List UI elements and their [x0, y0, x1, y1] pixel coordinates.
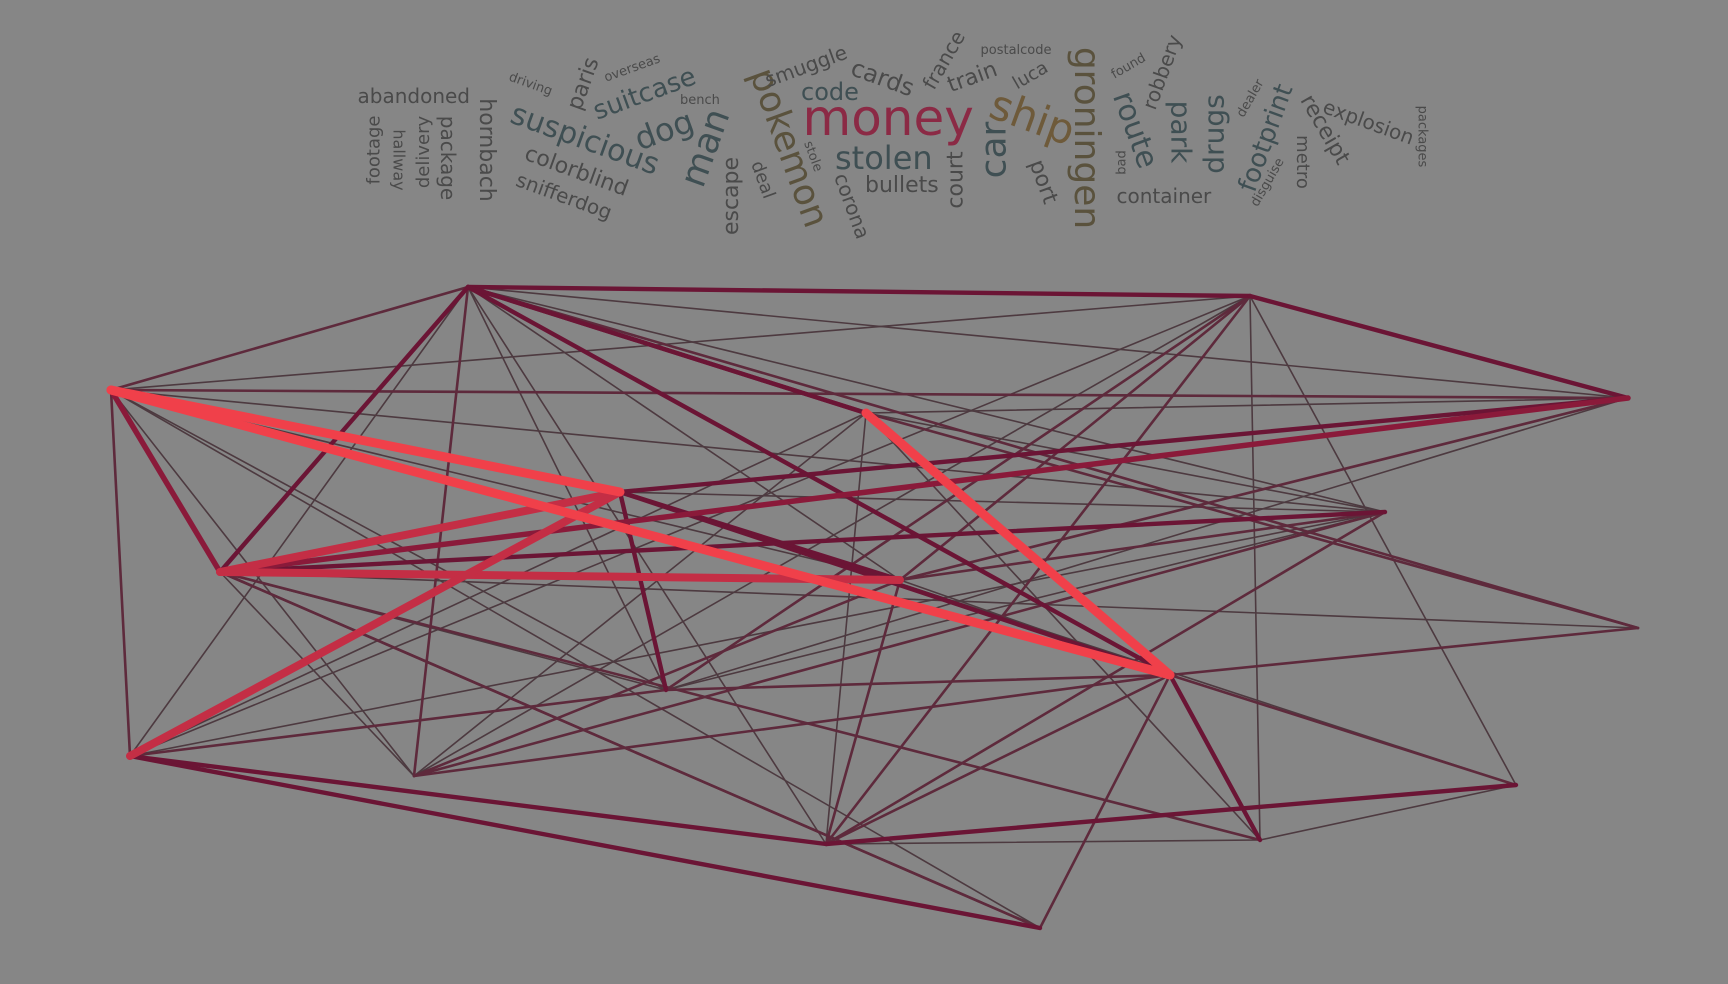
network-edge — [465, 284, 1253, 299]
cloud-word-stolen: stolen — [835, 139, 933, 177]
network-edge — [825, 839, 1261, 845]
network-edge — [412, 510, 1387, 778]
network-edge — [1168, 626, 1640, 677]
network-edge — [217, 509, 1388, 575]
network-edge — [128, 688, 668, 758]
network-edge — [467, 286, 667, 691]
network-edge — [823, 782, 1519, 847]
network-edge — [412, 673, 1172, 778]
network-edge — [1038, 673, 1172, 930]
network-edge — [413, 412, 867, 777]
network-edge — [109, 388, 132, 758]
network-edge — [465, 284, 1173, 678]
network-edge — [110, 389, 1041, 929]
network-edge — [1247, 293, 1631, 401]
network-edge — [127, 753, 829, 847]
network-edge — [412, 578, 902, 778]
cloud-word-money: money — [802, 89, 974, 147]
network-edge — [219, 571, 415, 777]
network-edge — [861, 408, 1175, 680]
cloud-word-abandoned: abandoned — [357, 84, 471, 108]
network-edge — [865, 397, 1629, 414]
network-edge — [126, 488, 624, 760]
network-edge — [1249, 295, 1261, 841]
network-edge — [465, 284, 869, 416]
cloud-word-bullets: bullets — [865, 173, 939, 198]
network-edge — [1249, 295, 1517, 786]
network-edge — [824, 578, 902, 846]
network-edge — [824, 673, 1172, 846]
network-edge — [216, 568, 904, 584]
network-edge — [664, 673, 1172, 692]
network-edge — [1259, 784, 1517, 841]
network-edge — [665, 511, 1386, 691]
network-edge — [217, 395, 1631, 575]
network-edge — [127, 753, 1043, 931]
network-edge — [108, 387, 223, 575]
cloud-word-bench: bench — [680, 92, 720, 108]
network-edge — [217, 284, 471, 575]
network-edge — [106, 385, 1175, 680]
network-edge — [824, 294, 1252, 846]
network-edge — [467, 286, 1386, 513]
network-edge — [824, 510, 1387, 846]
network-edge — [129, 295, 1251, 757]
network-edge — [110, 295, 1251, 391]
network-edge — [467, 286, 901, 581]
network-edge — [617, 395, 1631, 495]
network-edge — [218, 570, 1042, 930]
network-edge — [129, 286, 469, 757]
network-edge — [467, 286, 827, 845]
network-edge — [1168, 673, 1518, 787]
network-edge — [898, 396, 1630, 582]
network-edge — [129, 511, 1386, 757]
cloud-word-container: container — [1116, 184, 1212, 208]
cloud-word-code: code — [801, 78, 859, 106]
network-edge — [106, 385, 625, 497]
word-cloud: money groningen pokemon ship car stolen man sus… — [0, 0, 1728, 260]
network-edge — [129, 412, 867, 757]
cloud-word-postalcode: postalcode — [980, 42, 1052, 58]
network-edge — [619, 491, 1386, 513]
network-edge — [665, 397, 1629, 691]
network-edge — [413, 295, 1251, 777]
network-edge — [109, 388, 1630, 400]
network-edge — [467, 286, 1629, 399]
network-edge — [825, 412, 867, 845]
network-edge — [109, 285, 470, 392]
network-edge — [1167, 672, 1263, 843]
